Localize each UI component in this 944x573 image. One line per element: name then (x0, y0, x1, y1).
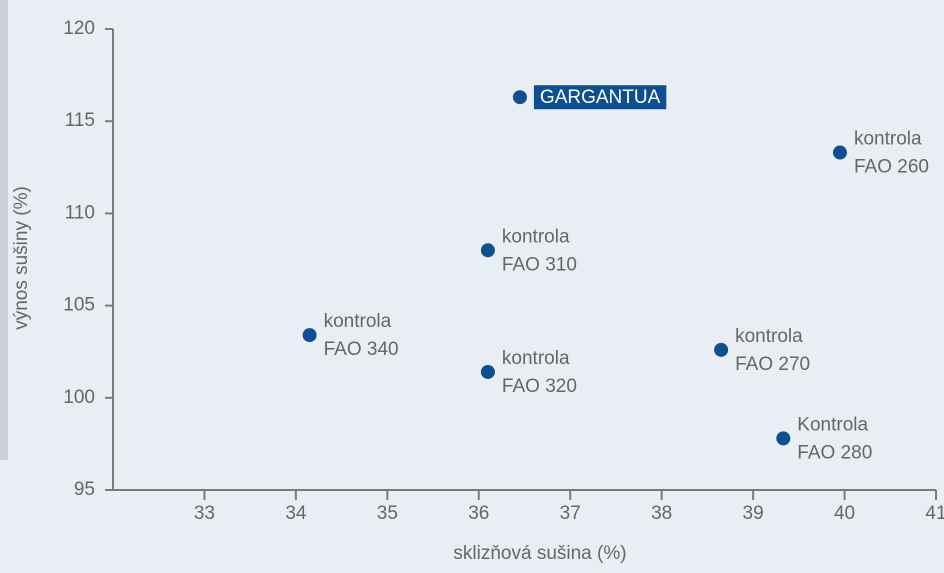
point (302, 328, 317, 343)
x-axis-title: sklizňová sušina (%) (453, 543, 626, 564)
point-label: kontrola (502, 226, 570, 247)
point-label: Kontrola (797, 414, 868, 435)
point-label: kontrola (854, 129, 922, 150)
y-tick-label: 110 (65, 202, 95, 223)
x-tick-label: 36 (468, 503, 489, 524)
point-label: GARGANTUA (540, 87, 661, 108)
point-label: kontrola (324, 311, 392, 332)
point (714, 342, 729, 357)
point (776, 431, 791, 446)
point (480, 243, 495, 258)
y-tick-label: 115 (65, 110, 95, 131)
x-tick-label: 33 (194, 503, 215, 524)
y-tick-label: 105 (63, 295, 95, 316)
point (512, 90, 527, 105)
x-tick-label: 37 (560, 503, 581, 524)
point-label: FAO 270 (735, 354, 810, 375)
x-tick-label: 40 (834, 503, 855, 524)
side-strip (0, 0, 8, 460)
x-tick-label: 39 (743, 503, 764, 524)
point-label: FAO 320 (502, 376, 577, 397)
point (832, 145, 847, 160)
point-label: kontrola (502, 348, 570, 369)
point-label: FAO 310 (502, 254, 577, 275)
point-label: kontrola (735, 326, 803, 347)
point (480, 364, 495, 379)
y-tick-label: 95 (74, 479, 95, 500)
point-label: FAO 340 (324, 339, 399, 360)
x-tick-label: 38 (651, 503, 672, 524)
label-highlight (533, 85, 667, 110)
point-label: FAO 280 (797, 442, 872, 463)
x-tick-label: 34 (285, 503, 307, 524)
x-tick-label: 35 (377, 503, 398, 524)
y-tick-label: 120 (63, 18, 95, 39)
y-axis-title: výnos sušiny (%) (11, 186, 32, 330)
x-tick-label: 41 (925, 503, 944, 524)
y-tick-label: 100 (63, 387, 95, 408)
point-label: FAO 260 (854, 157, 929, 178)
